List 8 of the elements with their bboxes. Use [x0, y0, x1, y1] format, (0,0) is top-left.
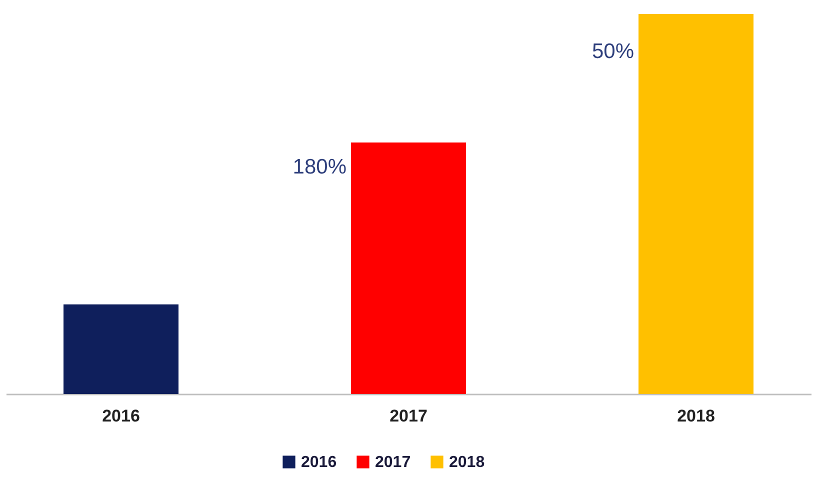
legend-label: 2017: [375, 454, 411, 471]
x-tick-label: 2018: [677, 406, 715, 426]
annotation: 180%: [292, 156, 346, 179]
legend-label: 2018: [449, 454, 485, 471]
legend-label: 2016: [301, 454, 337, 471]
x-tick-label: 2016: [102, 406, 140, 426]
x-tick-label: 2017: [390, 406, 428, 426]
annotation: 50%: [592, 40, 634, 63]
